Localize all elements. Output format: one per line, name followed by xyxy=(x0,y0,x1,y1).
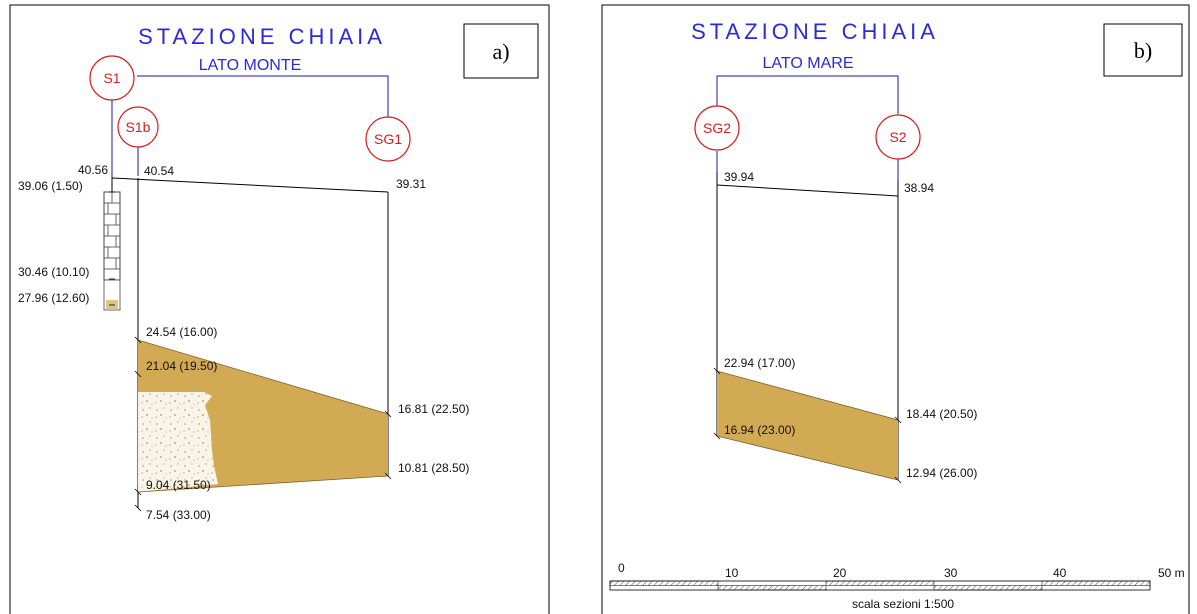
sg1-level-a: 16.81 (22.50) xyxy=(398,402,469,416)
panel-b-connector xyxy=(716,75,899,114)
s2-circle xyxy=(875,114,921,160)
s1b-level-d: 7.54 (33.00) xyxy=(146,508,211,522)
s1b-level-a: 24.54 (16.00) xyxy=(146,325,217,339)
s2-level-b: 12.94 (26.00) xyxy=(906,466,977,480)
sg2-level-a: 22.94 (17.00) xyxy=(724,356,795,370)
sg1-top-elevation: 39.31 xyxy=(396,177,426,191)
panel-a: STAZIONE CHIAIA LATO MONTE a) S1 S1b SG1 xyxy=(9,4,550,614)
scale-tick-40: 40 xyxy=(1053,566,1067,580)
panel-b-soil-layer xyxy=(717,371,898,480)
panel-a-title: STAZIONE CHIAIA xyxy=(138,24,386,49)
scale-tick-0: 0 xyxy=(618,561,625,575)
scale-tick-10: 10 xyxy=(725,566,739,580)
scale-bar xyxy=(609,580,1151,591)
panel-b-ground-line xyxy=(716,184,899,197)
s1b-circle xyxy=(117,106,159,148)
scale-tick-50: 50 m xyxy=(1158,566,1185,580)
panel-a-layer-bottom xyxy=(137,475,389,493)
panel-a-frame xyxy=(9,4,550,614)
sg2-label: SG2 xyxy=(703,120,731,136)
panel-a-letter-box xyxy=(463,23,539,79)
s1-level-a: 39.06 (1.50) xyxy=(18,179,83,193)
scale-caption: scala sezioni 1:500 xyxy=(852,597,954,611)
sg2-circle xyxy=(694,105,740,151)
panel-a-fill-material xyxy=(138,392,218,492)
sg1-circle xyxy=(365,116,411,162)
scale-tick-30: 30 xyxy=(944,566,958,580)
s1-level-c: 27.96 (12.60) xyxy=(18,291,89,305)
panel-a-subtitle: LATO MONTE xyxy=(199,57,302,74)
s1-label: S1 xyxy=(103,70,120,86)
panel-b-layer-top xyxy=(716,370,899,421)
s1-masonry-column xyxy=(103,191,121,311)
panel-b-layer-bottom xyxy=(716,435,899,481)
s1-top-elevation: 40.56 xyxy=(78,163,108,177)
sg1-label: SG1 xyxy=(374,131,402,147)
panel-b-title: STAZIONE CHIAIA xyxy=(691,19,939,44)
s1b-label: S1b xyxy=(126,119,151,135)
s1-circle xyxy=(89,55,135,101)
sg1-level-b: 10.81 (28.50) xyxy=(398,461,469,475)
s1-level-b: 30.46 (10.10) xyxy=(18,265,89,279)
panel-b: STAZIONE CHIAIA LATO MARE b) SG2 S2 39.9… xyxy=(601,4,1190,614)
panel-b-ticks xyxy=(713,367,902,484)
scale-tick-20: 20 xyxy=(833,566,847,580)
s2-level-a: 18.44 (20.50) xyxy=(906,407,977,421)
panel-a-ticks xyxy=(109,191,392,512)
s1b-level-b: 21.04 (19.50) xyxy=(146,359,217,373)
panel-b-letter: b) xyxy=(1134,38,1152,63)
s1b-top-elevation: 40.54 xyxy=(144,164,174,178)
s2-label: S2 xyxy=(889,129,906,145)
s2-top-elevation: 38.94 xyxy=(904,181,934,195)
panel-a-letter: a) xyxy=(492,39,509,64)
panel-a-connector xyxy=(137,75,389,117)
panel-a-ground-line xyxy=(111,177,389,193)
s1b-level-c: 9.04 (31.50) xyxy=(146,478,211,492)
panel-a-layer-top xyxy=(137,339,389,415)
panel-b-letter-box xyxy=(1103,23,1183,77)
sg2-level-b: 16.94 (23.00) xyxy=(724,423,795,437)
sg2-top-elevation: 39.94 xyxy=(724,170,754,184)
panel-b-frame xyxy=(601,4,1190,614)
panel-b-subtitle: LATO MARE xyxy=(763,55,854,72)
